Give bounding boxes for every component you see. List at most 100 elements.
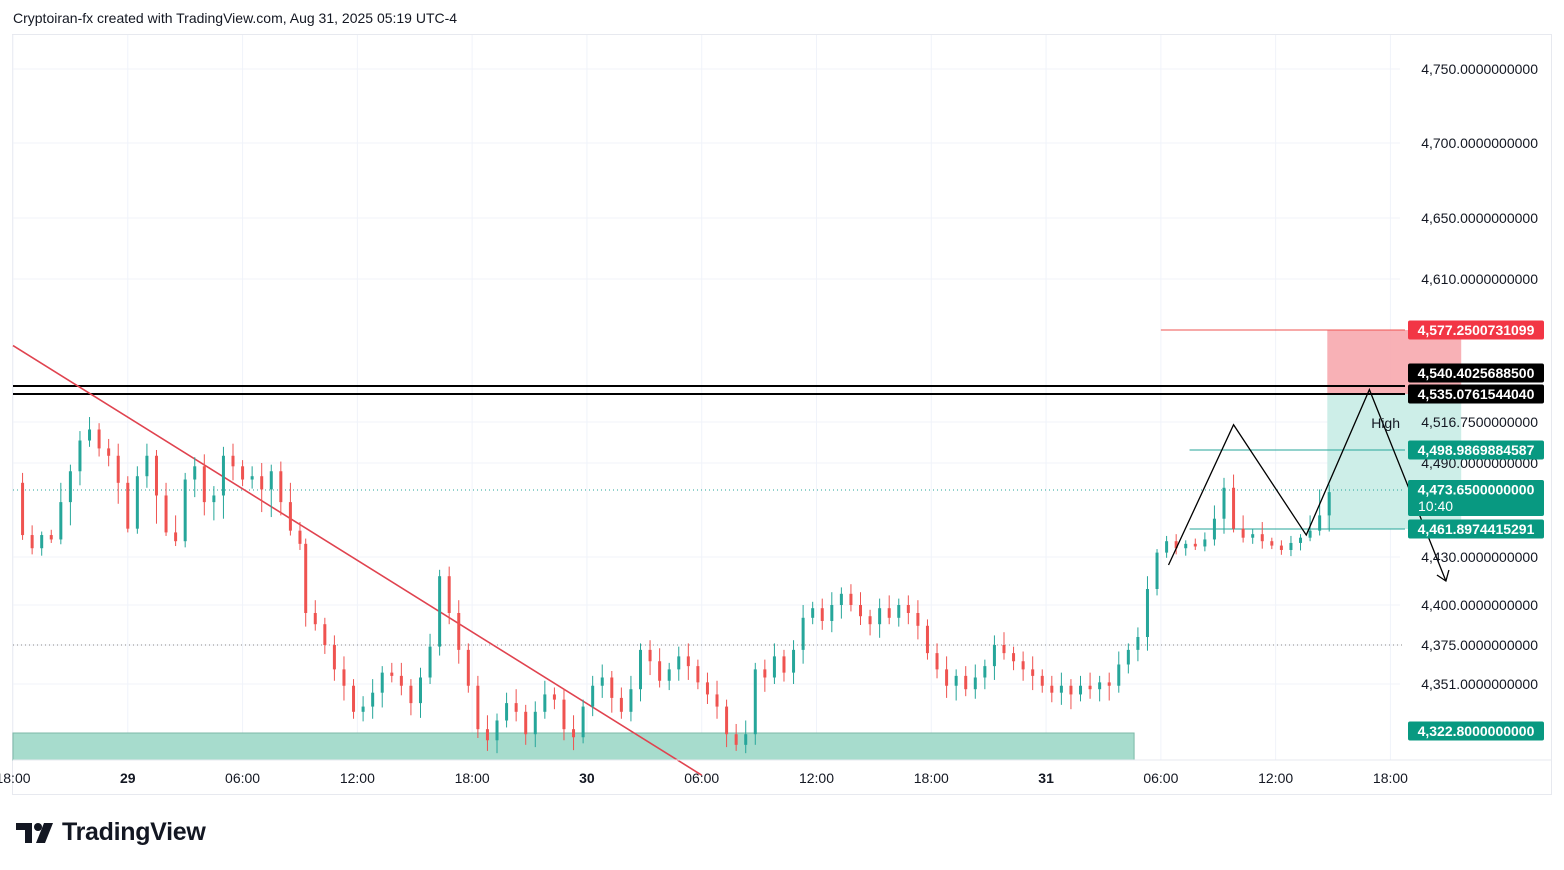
candle-body [1050,685,1054,693]
time-axis-tick-label: 29 [120,770,136,786]
price-axis-tick-label: 4,375.0000000000 [1421,637,1538,653]
candle-body [638,649,642,690]
stop-loss-zone [1327,330,1462,394]
price-tag-label: 4,577.2500731099 [1418,322,1535,338]
lines-layer [12,329,1405,776]
candle-body [744,734,748,745]
candle-body [533,711,537,735]
candle-body [212,495,216,503]
price-axis: 4,750.0000000000 4,700.0000000000 4,650.00… [1371,61,1538,692]
candle-body [202,466,206,503]
time-axis-tick-label: 31 [1038,770,1054,786]
candle-body [591,685,595,707]
candle-body [562,699,566,730]
candle-body [174,532,178,542]
candle-body [820,608,824,621]
candle-body [1212,518,1216,540]
candle-body [457,613,461,650]
candle-body [734,734,738,745]
candle-body [1299,537,1303,543]
candle-body [221,455,225,496]
time-axis-tick-label: 06:00 [1143,770,1178,786]
time-axis-tick-label: 18:00 [455,770,490,786]
time-axis-tick-label: 18:00 [914,770,949,786]
price-tag-box [1408,384,1544,404]
candle-body [686,656,690,667]
candle-body [21,482,25,536]
candle-body [505,703,509,721]
candle-body [1270,541,1274,546]
candle-body [145,455,149,477]
price-tag-label: 4,461.8974415291 [1418,521,1535,537]
candle-body [811,608,815,618]
candle-body [897,605,901,618]
candle-body [183,479,187,542]
projection-arrow-head [1436,569,1450,583]
price-axis-tick-label: 4,700.0000000000 [1421,135,1538,151]
drawings-layer [1167,387,1450,583]
price-tag-countdown: 10:40 [1418,498,1453,514]
price-tag-label: 4,540.4025688500 [1418,365,1535,381]
candle-body [887,608,891,618]
candle-body [849,593,853,605]
candle-body [313,613,317,625]
candle-body [116,455,120,483]
candle-body [772,656,776,678]
candle-body [193,466,197,480]
price-axis-tick-label: 4,516.7500000000 [1421,414,1538,430]
candle-body [78,440,82,472]
candle-body [859,605,863,617]
candle-body [476,685,480,730]
time-axis-tick-label: 12:00 [1258,770,1293,786]
price-tag-box [1408,440,1544,460]
candle-body [304,543,308,613]
candle-body [1012,653,1016,662]
candle-body [380,672,384,693]
candle-body [1040,675,1044,686]
candle-body [342,669,346,686]
candle-body [1117,664,1121,686]
price-tag-box [1408,721,1544,741]
time-axis-tick-label: 30 [579,770,595,786]
time-axis-tick-label: 18:00 [0,770,31,786]
candle-body [485,729,489,741]
candle-body [581,706,585,738]
candle-body [705,682,709,695]
candle-body [1251,534,1255,538]
candle-body [954,675,958,686]
candle-body [68,471,72,503]
candle-body [725,706,729,735]
time-axis-tick-label: 06:00 [684,770,719,786]
candle-body [925,625,929,654]
candle-body [466,649,470,686]
candle-body [352,685,356,712]
candle-body [983,666,987,678]
time-axis: 18:00 29 06:00 12:00 18:00 30 06:00 12:00 18:00 3… [0,759,1551,786]
candle-body [49,535,53,540]
candle-body [164,495,168,533]
candle-body [399,675,403,686]
candle-body [973,677,977,690]
price-tag-label: 4,498.9869884587 [1418,442,1535,458]
candle-body [97,429,101,449]
tradingview-logo-icon [16,822,53,843]
price-axis-tick-label: 4,610.0000000000 [1421,271,1538,287]
candle-body [992,645,996,667]
candle-body [1193,543,1197,547]
candle-body [438,576,442,647]
candle-body [552,694,556,700]
tradingview-logo[interactable]: TradingView [14,818,206,847]
candle-body [1079,685,1083,695]
candle-body [279,471,283,503]
candle-body [361,706,365,712]
candle-body [658,661,662,681]
candle-body [323,624,327,645]
candle-body [964,675,968,690]
candle-body [667,669,671,681]
candle-body [514,703,518,712]
candle-body [1232,487,1236,529]
time-axis-tick-label: 06:00 [225,770,260,786]
price-tags: 4,577.2500731099 4,540.4025688500 4,535.07… [1408,320,1544,741]
candle-body [1098,682,1102,690]
